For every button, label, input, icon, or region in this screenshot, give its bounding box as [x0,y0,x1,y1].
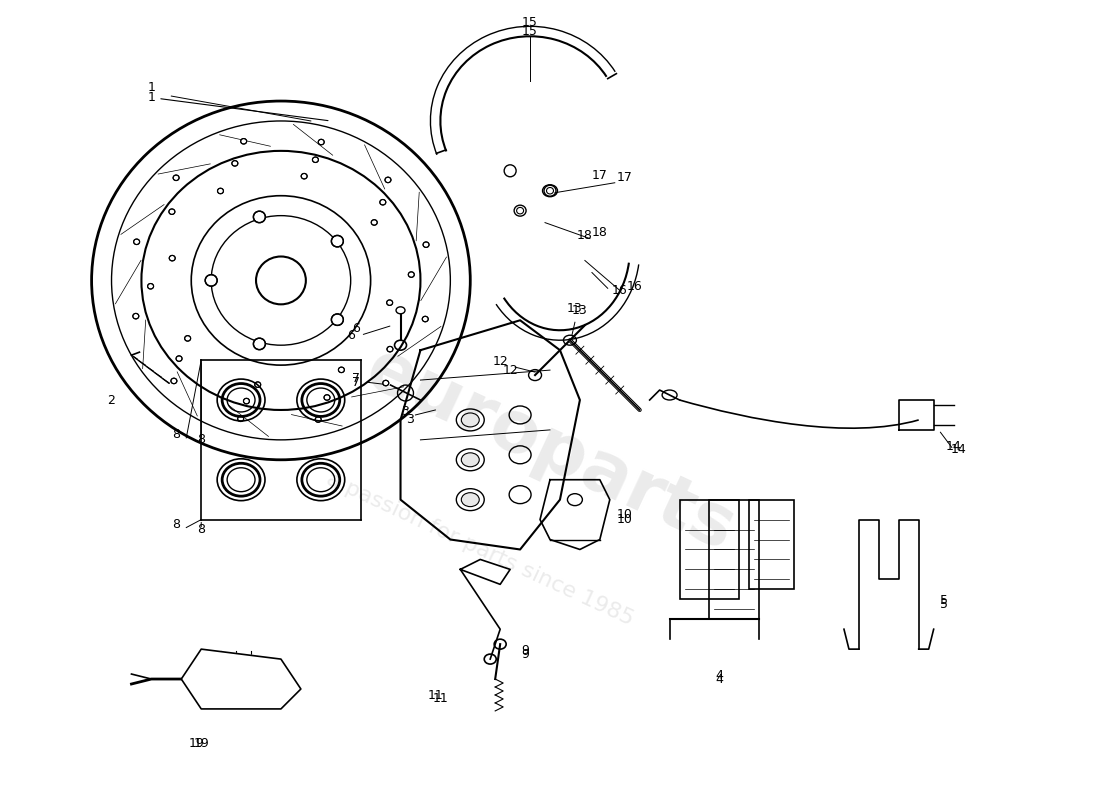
Ellipse shape [253,211,265,222]
Bar [680,500,739,599]
Text: 15: 15 [522,25,538,38]
Ellipse shape [387,346,393,352]
Ellipse shape [301,174,307,179]
Ellipse shape [169,255,175,261]
Ellipse shape [218,188,223,194]
Ellipse shape [243,398,250,404]
Ellipse shape [383,380,388,386]
Text: 18: 18 [592,226,608,238]
Ellipse shape [312,157,318,162]
Ellipse shape [379,199,386,205]
Text: 19: 19 [194,738,209,750]
Ellipse shape [133,239,140,245]
Text: 7: 7 [352,375,360,389]
Ellipse shape [422,316,428,322]
Text: 8: 8 [173,518,180,530]
Ellipse shape [324,394,330,400]
Text: 14: 14 [950,443,967,456]
Text: 7: 7 [352,372,360,385]
Text: 6: 6 [352,322,360,335]
Text: europarts: europarts [354,334,746,566]
Text: 17: 17 [617,170,632,184]
Text: 8: 8 [197,523,206,536]
Text: 3: 3 [407,414,415,426]
Ellipse shape [385,177,390,182]
Text: 15: 15 [522,16,538,30]
Ellipse shape [461,453,480,466]
Text: 5: 5 [939,594,947,607]
Ellipse shape [185,336,190,341]
Ellipse shape [255,382,261,387]
Text: 8: 8 [197,434,206,446]
Ellipse shape [169,209,175,214]
Ellipse shape [238,416,243,422]
Ellipse shape [424,242,429,247]
Text: 10: 10 [617,513,632,526]
Text: 14: 14 [946,440,961,453]
Ellipse shape [408,272,415,278]
Ellipse shape [256,257,306,304]
Ellipse shape [461,493,480,506]
Text: 16: 16 [627,280,642,294]
Text: 1: 1 [147,91,328,121]
Text: 19: 19 [188,737,205,750]
Text: 17: 17 [592,170,608,182]
Ellipse shape [176,356,182,362]
Ellipse shape [133,314,139,319]
Text: 12: 12 [503,364,518,377]
Text: 9: 9 [521,648,529,661]
Text: 6: 6 [346,329,354,342]
Ellipse shape [147,283,154,289]
Ellipse shape [232,161,238,166]
Ellipse shape [318,139,324,145]
Text: 11: 11 [428,689,443,702]
Ellipse shape [173,175,179,181]
Ellipse shape [316,417,321,422]
Bar [749,500,794,590]
Text: 13: 13 [566,302,583,315]
Ellipse shape [461,413,480,427]
Ellipse shape [331,235,343,247]
Polygon shape [182,649,301,709]
Text: 1: 1 [147,81,155,94]
Ellipse shape [371,220,377,225]
Ellipse shape [331,314,343,326]
Text: 9: 9 [521,644,529,657]
Bar [710,500,759,619]
Ellipse shape [241,138,246,144]
Text: 13: 13 [572,304,587,317]
Text: 16: 16 [612,284,628,297]
Text: 2: 2 [108,394,115,406]
Text: 18: 18 [576,229,593,242]
Ellipse shape [396,307,405,314]
Text: a passion for parts since 1985: a passion for parts since 1985 [323,470,637,630]
Text: 4: 4 [715,669,724,682]
Text: 3: 3 [402,405,409,418]
Text: 4: 4 [715,673,724,686]
Ellipse shape [206,274,217,286]
Ellipse shape [387,300,393,306]
Text: 5: 5 [939,598,947,610]
Ellipse shape [170,378,177,384]
Text: 11: 11 [432,693,449,706]
Text: 10: 10 [617,507,632,521]
Text: 12: 12 [493,355,508,368]
Text: 8: 8 [173,428,180,441]
Ellipse shape [253,338,265,350]
Ellipse shape [339,367,344,373]
